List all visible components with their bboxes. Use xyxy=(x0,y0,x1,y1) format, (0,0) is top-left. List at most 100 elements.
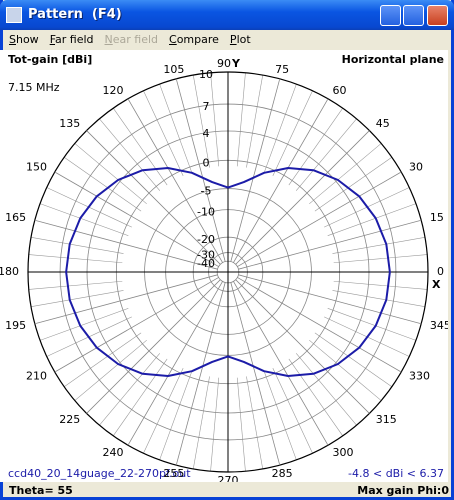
angle-spoke xyxy=(233,98,329,263)
status-max-gain: Max gain Phi:0 xyxy=(357,484,449,497)
fine-spoke xyxy=(30,290,124,308)
gain-tick-label: -10 xyxy=(197,206,215,219)
pattern-line xyxy=(65,166,391,378)
fine-spoke xyxy=(236,377,246,472)
menu-item: Near field xyxy=(104,33,159,46)
fine-spoke xyxy=(264,83,297,173)
menu-item[interactable]: Show xyxy=(9,33,39,46)
fine-spoke xyxy=(332,236,426,254)
chart-title: Tot-gain [dBi] xyxy=(8,53,92,66)
fine-spoke xyxy=(272,90,313,176)
fine-spoke xyxy=(246,376,264,470)
angle-label: 105 xyxy=(163,63,184,76)
file-label: ccd40_20_14guage_22-270pf.out xyxy=(8,467,191,480)
gain-tick-label: -20 xyxy=(197,233,215,246)
angle-label: 75 xyxy=(275,63,289,76)
angle-spoke xyxy=(175,282,226,466)
angle-spoke xyxy=(86,130,221,265)
angle-label: 210 xyxy=(26,370,47,383)
fine-spoke xyxy=(113,358,168,437)
angle-spoke xyxy=(235,130,370,265)
close-button[interactable] xyxy=(427,5,448,26)
menu-item[interactable]: Far field xyxy=(49,33,94,46)
angle-label: 315 xyxy=(376,413,397,426)
gain-tick-label: -30 xyxy=(197,249,215,262)
fine-spoke xyxy=(288,107,343,186)
angle-label: 345 xyxy=(430,319,448,332)
menu-item[interactable]: Compare xyxy=(169,33,219,46)
angle-spoke xyxy=(34,274,218,325)
angle-label: 225 xyxy=(59,413,80,426)
fine-spoke xyxy=(314,157,393,212)
window-title: Pattern (F4) xyxy=(28,7,122,22)
fine-spoke xyxy=(39,308,129,341)
fine-spoke xyxy=(28,254,123,264)
fine-spoke xyxy=(236,72,246,167)
gain-tick-label: -5 xyxy=(201,185,212,198)
fine-spoke xyxy=(332,290,426,308)
app-icon xyxy=(6,7,22,23)
fine-spoke xyxy=(272,368,313,454)
plane-label: Horizontal plane xyxy=(342,53,444,66)
angle-label: 15 xyxy=(430,211,444,224)
gain-tick-label: 10 xyxy=(199,68,213,81)
fine-spoke xyxy=(295,353,357,426)
fine-spoke xyxy=(309,339,382,401)
angle-spoke xyxy=(230,282,281,466)
x-axis-label: X xyxy=(432,278,441,291)
fine-spoke xyxy=(113,107,168,186)
angle-label: 240 xyxy=(103,446,124,459)
fine-spoke xyxy=(333,254,428,264)
fine-spoke xyxy=(74,339,147,401)
angle-spoke xyxy=(237,277,402,373)
fine-spoke xyxy=(288,358,343,437)
angle-label: 165 xyxy=(5,211,26,224)
fine-spoke xyxy=(210,377,220,472)
angle-label: 60 xyxy=(333,84,347,97)
fine-spoke xyxy=(295,118,357,191)
frequency-label: 7.15 MHz xyxy=(8,81,60,94)
gain-tick-label: -40 xyxy=(197,257,215,270)
angle-spoke xyxy=(238,274,422,325)
angle-spoke xyxy=(233,281,329,446)
angle-label: 30 xyxy=(409,161,423,174)
fine-spoke xyxy=(159,371,192,461)
angle-spoke xyxy=(175,78,226,262)
angle-label: 195 xyxy=(5,319,26,332)
fine-spoke xyxy=(39,203,129,236)
fine-spoke xyxy=(264,371,297,461)
fine-spoke xyxy=(192,376,210,470)
angle-label: 255 xyxy=(163,467,184,480)
angle-label: 0 xyxy=(437,265,444,278)
fine-spoke xyxy=(210,72,220,167)
fine-spoke xyxy=(143,368,184,454)
angle-label: 300 xyxy=(333,446,354,459)
minimize-button[interactable] xyxy=(380,5,401,26)
angle-label: 150 xyxy=(26,161,47,174)
angle-spoke xyxy=(238,219,422,270)
status-bar: Theta= 55 Max gain Phi:0 xyxy=(3,482,451,500)
fine-spoke xyxy=(246,74,264,168)
fine-spoke xyxy=(63,157,142,212)
gain-tick-label: 4 xyxy=(203,127,210,140)
gain-tick-label: 7 xyxy=(203,100,210,113)
fine-spoke xyxy=(159,83,192,173)
fine-spoke xyxy=(30,236,124,254)
menu-bar: Show Far field Near field Compare Plot xyxy=(3,30,451,50)
chart: Tot-gain [dBi] Horizontal plane 7.15 MHz… xyxy=(0,50,448,482)
fine-spoke xyxy=(309,143,382,205)
angle-spoke xyxy=(34,219,218,270)
angle-label: 120 xyxy=(103,84,124,97)
menu-item[interactable]: Plot xyxy=(229,33,251,46)
angle-label: 45 xyxy=(376,117,390,130)
angle-label: 180 xyxy=(0,265,19,278)
y-axis-label: Y xyxy=(231,57,241,70)
fine-spoke xyxy=(99,353,161,426)
angle-label: 135 xyxy=(59,117,80,130)
status-theta: Theta= 55 xyxy=(9,484,73,497)
title-bar: Pattern (F4) xyxy=(0,0,454,30)
angle-spoke xyxy=(127,281,223,446)
fine-spoke xyxy=(314,332,393,387)
fine-spoke xyxy=(192,74,210,168)
maximize-button[interactable] xyxy=(403,5,424,26)
